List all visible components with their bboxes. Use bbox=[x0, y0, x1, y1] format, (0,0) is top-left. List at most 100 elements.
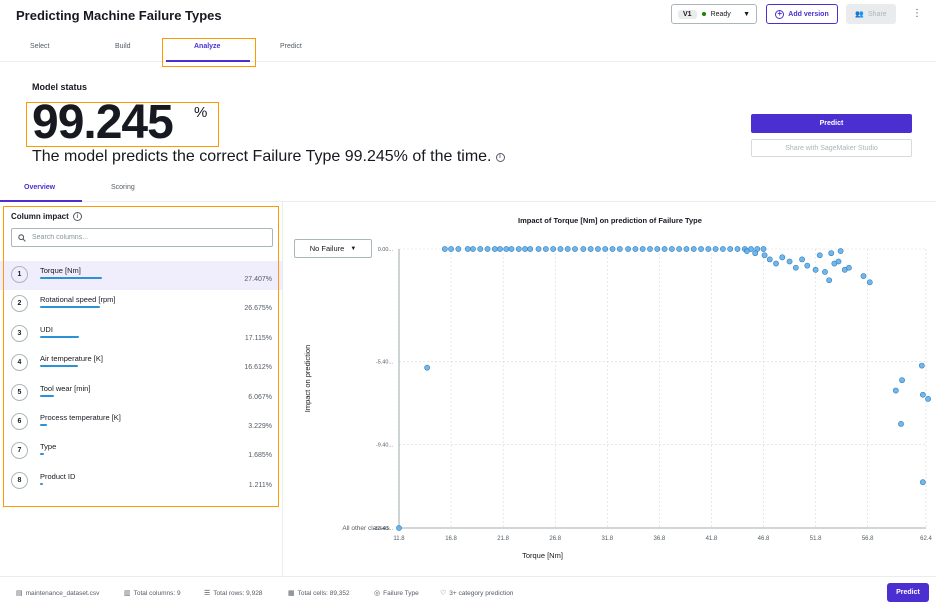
scatter-point bbox=[752, 250, 759, 257]
footer-prediction-text: 3+ category prediction bbox=[449, 589, 514, 597]
scatter-point bbox=[837, 248, 844, 254]
tab-scoring[interactable]: Scoring bbox=[111, 184, 135, 191]
feature-name: Torque [Nm] bbox=[40, 266, 81, 275]
scatter-point bbox=[816, 252, 823, 259]
scatter-plot[interactable]: 11.8 16.8 21.8 26.8 31.8 36.8 41.8 46.8 51.8 56.8… bbox=[284, 202, 936, 576]
scatter-point bbox=[522, 246, 528, 252]
column-impact-title: Column impact bbox=[11, 212, 69, 221]
footer-dataset: ▤ maintenance_dataset.csv bbox=[16, 589, 100, 598]
tab-build[interactable]: Build bbox=[115, 43, 131, 50]
info-icon[interactable]: i bbox=[72, 212, 82, 221]
feature-row[interactable]: 7 Type 1.685% bbox=[0, 437, 282, 466]
x-tick-label: 62.4 bbox=[920, 536, 932, 542]
scatter-point bbox=[919, 391, 926, 398]
scatter-point bbox=[828, 250, 835, 257]
tab-predict[interactable]: Predict bbox=[280, 43, 302, 50]
feature-rank: 3 bbox=[11, 324, 28, 342]
grid-icon: ▦ bbox=[288, 590, 295, 597]
scatter-point bbox=[698, 246, 704, 252]
feature-rank: 6 bbox=[11, 413, 28, 430]
share-button[interactable]: 👥 Share bbox=[846, 4, 896, 24]
feature-impact-bar bbox=[40, 306, 101, 309]
search-box[interactable] bbox=[11, 228, 273, 247]
feature-name: Tool wear [min] bbox=[40, 383, 91, 393]
scatter-point bbox=[527, 246, 534, 252]
share-studio-button[interactable]: Share with SageMaker Studio bbox=[751, 139, 912, 157]
x-axis-title: Torque [Nm] bbox=[522, 551, 563, 560]
feature-row[interactable]: 5 Tool wear [min] 6.067% bbox=[0, 379, 282, 408]
scatter-point bbox=[727, 246, 734, 252]
scatter-point bbox=[654, 246, 661, 252]
scatter-point bbox=[424, 364, 431, 371]
feature-impact-pct: 6.067% bbox=[248, 393, 272, 401]
chevron-down-icon: ▼ bbox=[350, 245, 357, 252]
scatter-point bbox=[899, 377, 905, 384]
tab-overview[interactable]: Overview bbox=[24, 184, 56, 191]
footer-columns-text: Total columns: 9 bbox=[133, 589, 181, 597]
class-select-dropdown[interactable]: No Failure ▼ bbox=[294, 239, 372, 258]
feature-row[interactable]: 3 UDI 17.115% bbox=[0, 320, 282, 349]
active-tab-indicator bbox=[166, 60, 250, 62]
scatter-point bbox=[497, 246, 503, 252]
scatter-point bbox=[491, 246, 498, 252]
scatter-point bbox=[580, 246, 587, 252]
scatter-point bbox=[720, 246, 726, 252]
feature-name: UDI bbox=[40, 324, 53, 334]
more-options-icon[interactable]: ⋮ bbox=[912, 8, 922, 19]
scatter-point bbox=[846, 264, 852, 271]
feature-row[interactable]: 6 Process temperature [K] 3.229% bbox=[0, 408, 282, 437]
tab-select[interactable]: Select bbox=[30, 43, 50, 50]
footer-predict-button[interactable]: Predict bbox=[887, 583, 929, 602]
predict-button[interactable]: Predict bbox=[751, 114, 912, 133]
scatter-point bbox=[602, 246, 609, 252]
scatter-point bbox=[632, 246, 639, 252]
highlight-score bbox=[26, 102, 219, 147]
info-icon[interactable]: i bbox=[495, 152, 505, 162]
scatter-point bbox=[535, 246, 542, 252]
y-tick-label: -5.40... bbox=[376, 359, 394, 365]
search-input[interactable] bbox=[32, 234, 252, 241]
lightbulb-icon: ♡ bbox=[440, 590, 447, 597]
footer-cells-text: Total cells: 89,352 bbox=[297, 589, 350, 597]
feature-row[interactable]: 4 Air temperature [K] 16.612% bbox=[0, 349, 282, 378]
scatter-point bbox=[503, 246, 510, 252]
rows-icon: ☰ bbox=[204, 590, 211, 597]
scatter-point bbox=[822, 269, 828, 275]
scatter-point bbox=[484, 246, 491, 252]
scatter-point bbox=[587, 246, 594, 252]
scatter-point bbox=[860, 273, 867, 279]
tab-analyze[interactable]: Analyze bbox=[194, 43, 221, 50]
feature-row[interactable]: 2 Rotational speed [rpm] 26.675% bbox=[0, 290, 282, 319]
version-badge: V1 bbox=[678, 9, 697, 19]
add-version-button[interactable]: + Add version bbox=[766, 4, 838, 24]
feature-impact-pct: 27.407% bbox=[244, 276, 272, 283]
scatter-point bbox=[743, 248, 750, 254]
x-tick-label: 21.8 bbox=[497, 536, 509, 542]
feature-name: Rotational speed [rpm] bbox=[40, 295, 116, 305]
version-selector[interactable]: V1 Ready ▼ bbox=[671, 4, 757, 24]
feature-name: Type bbox=[40, 442, 57, 452]
feature-rank: 1 bbox=[11, 266, 28, 283]
feature-rank: 5 bbox=[11, 383, 28, 401]
y-tick-label: -13.40... bbox=[373, 526, 394, 532]
scatter-point bbox=[470, 246, 476, 252]
scatter-point bbox=[441, 246, 448, 252]
column-impact-heading: Column impact i bbox=[11, 212, 82, 221]
scatter-point bbox=[760, 246, 767, 252]
scatter-point bbox=[918, 362, 925, 369]
footer-prediction-type: ♡ 3+ category prediction bbox=[440, 589, 514, 598]
feature-row[interactable]: 8 Product ID 1.211% bbox=[0, 467, 282, 496]
feature-rank: 8 bbox=[11, 471, 28, 489]
scatter-point bbox=[866, 279, 873, 286]
column-impact-panel: Column impact i 1 Torque [Nm] 27.407% 2 Rota… bbox=[0, 202, 283, 576]
feature-name: Product ID bbox=[40, 471, 76, 481]
model-status-heading: Model status bbox=[32, 82, 88, 92]
footer-dataset-text: maintenance_dataset.csv bbox=[25, 589, 100, 597]
scatter-point bbox=[508, 246, 515, 252]
feature-row[interactable]: 1 Torque [Nm] 27.407% bbox=[0, 261, 282, 290]
feature-rank: 4 bbox=[11, 354, 28, 372]
feature-impact-bar bbox=[40, 365, 78, 368]
x-tick-label: 11.8 bbox=[393, 536, 405, 542]
scatter-point bbox=[595, 246, 601, 252]
search-icon bbox=[18, 233, 26, 242]
